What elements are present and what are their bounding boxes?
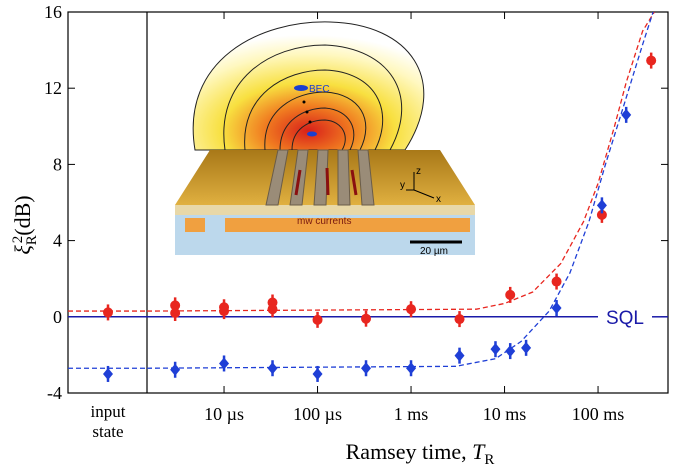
x-tick-label: 10 ms xyxy=(483,404,527,424)
point xyxy=(505,345,516,358)
y-axis-label: ξR2(dB) xyxy=(10,195,40,254)
fit-line xyxy=(146,12,654,369)
bec-cloud xyxy=(307,131,317,137)
input-state-label: input state xyxy=(90,402,126,441)
point xyxy=(406,304,417,315)
point xyxy=(267,304,278,315)
y-tick-label: 16 xyxy=(44,2,62,22)
point xyxy=(551,302,562,315)
point xyxy=(596,199,607,212)
plot-area xyxy=(68,12,668,382)
point xyxy=(361,362,372,375)
point xyxy=(219,306,230,317)
y-tick-label: 0 xyxy=(53,307,62,327)
point xyxy=(490,343,501,356)
bec-cloud xyxy=(294,85,308,91)
contours xyxy=(223,44,403,151)
currents-label: mw currents xyxy=(297,216,351,227)
point xyxy=(406,362,417,375)
scale-label: 20 µm xyxy=(420,246,448,257)
fit-line xyxy=(146,12,655,312)
x-tick-label: 100 ms xyxy=(572,404,625,424)
point xyxy=(219,357,230,370)
point xyxy=(267,362,278,375)
point xyxy=(596,209,607,220)
point xyxy=(551,276,562,287)
inset: BEC mw currents 20 µm x y z xyxy=(175,21,475,257)
point xyxy=(521,341,532,354)
point xyxy=(103,307,113,318)
point xyxy=(505,289,516,300)
plot-frame xyxy=(67,11,669,394)
point xyxy=(454,314,465,325)
x-axis-label: Ramsey time, TR xyxy=(346,439,495,468)
point xyxy=(170,307,181,318)
point xyxy=(361,313,372,324)
axis-y-label: y xyxy=(400,180,405,191)
point xyxy=(312,314,323,325)
y-tick-label: 12 xyxy=(44,78,62,98)
y-tick-label: 4 xyxy=(53,231,62,251)
y-tick-label: 8 xyxy=(53,154,62,174)
x-tick-label: 100 µs xyxy=(293,404,342,424)
point xyxy=(312,367,323,380)
chip-edge xyxy=(175,205,475,215)
bec-label: BEC xyxy=(309,84,330,95)
point xyxy=(646,55,657,66)
y-tick-label: -4 xyxy=(47,383,62,403)
point xyxy=(454,349,465,362)
axis-x-label: x xyxy=(436,194,441,205)
axis-z-label: z xyxy=(416,166,421,177)
current-arrows xyxy=(294,167,358,196)
point xyxy=(621,108,632,121)
x-tick-label: 10 µs xyxy=(204,404,244,424)
field-dome xyxy=(192,21,425,151)
x-tick-label: 1 ms xyxy=(394,404,429,424)
sql-label: SQL xyxy=(606,308,644,329)
point xyxy=(170,363,181,376)
point xyxy=(103,367,113,380)
wires xyxy=(265,149,375,206)
